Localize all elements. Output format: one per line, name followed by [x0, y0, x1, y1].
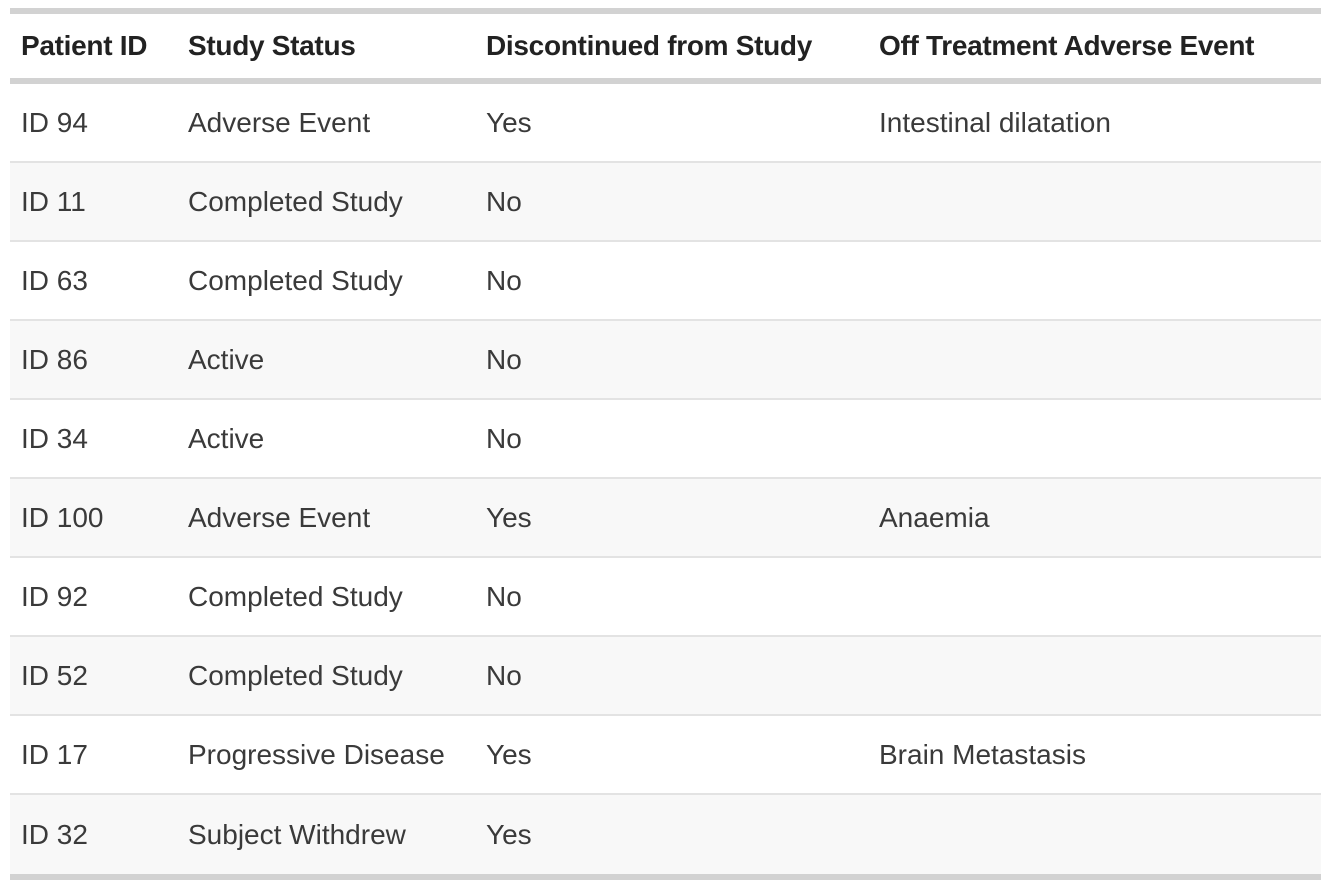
cell-discontinued-from-study: No: [486, 264, 522, 296]
column-header-patient-id[interactable]: Patient ID: [21, 30, 148, 62]
cell-off-treatment-adverse-event: Anaemia: [879, 501, 990, 533]
cell-discontinued-from-study: No: [486, 185, 522, 217]
cell-discontinued-from-study: No: [486, 580, 522, 612]
cell-patient-id: ID 11: [21, 185, 86, 217]
table-row: ID 52 Completed Study No: [10, 637, 1321, 716]
cell-discontinued-from-study: No: [486, 659, 522, 691]
cell-patient-id: ID 32: [21, 818, 88, 850]
cell-discontinued-from-study: Yes: [486, 106, 532, 138]
cell-study-status: Completed Study: [188, 580, 403, 612]
cell-off-treatment-adverse-event: Intestinal dilatation: [879, 106, 1111, 138]
cell-patient-id: ID 100: [21, 501, 104, 533]
table-row: ID 17 Progressive Disease Yes Brain Meta…: [10, 716, 1321, 795]
cell-patient-id: ID 34: [21, 422, 88, 454]
cell-patient-id: ID 94: [21, 106, 88, 138]
cell-study-status: Completed Study: [188, 659, 403, 691]
column-header-study-status[interactable]: Study Status: [188, 30, 356, 62]
cell-discontinued-from-study: Yes: [486, 501, 532, 533]
cell-study-status: Subject Withdrew: [188, 818, 406, 850]
table-row: ID 63 Completed Study No: [10, 242, 1321, 321]
table-body: ID 94 Adverse Event Yes Intestinal dilat…: [10, 84, 1321, 880]
cell-study-status: Adverse Event: [188, 106, 371, 138]
table-row: ID 100 Adverse Event Yes Anaemia: [10, 479, 1321, 558]
cell-discontinued-from-study: No: [486, 343, 522, 375]
table-row: ID 86 Active No: [10, 321, 1321, 400]
cell-off-treatment-adverse-event: Brain Metastasis: [879, 738, 1086, 770]
cell-study-status: Progressive Disease: [188, 738, 445, 770]
cell-discontinued-from-study: Yes: [486, 818, 532, 850]
column-header-discontinued-from-study[interactable]: Discontinued from Study: [486, 30, 812, 62]
table-row: ID 94 Adverse Event Yes Intestinal dilat…: [10, 84, 1321, 163]
cell-study-status: Completed Study: [188, 264, 403, 296]
table-row: ID 34 Active No: [10, 400, 1321, 479]
cell-discontinued-from-study: No: [486, 422, 522, 454]
cell-patient-id: ID 17: [21, 738, 88, 770]
cell-patient-id: ID 52: [21, 659, 88, 691]
table-header-row: Patient ID Study Status Discontinued fro…: [10, 8, 1321, 84]
cell-patient-id: ID 86: [21, 343, 88, 375]
cell-patient-id: ID 92: [21, 580, 88, 612]
cell-study-status: Active: [188, 422, 265, 454]
table-row: ID 11 Completed Study No: [10, 163, 1321, 242]
cell-study-status: Adverse Event: [188, 501, 371, 533]
column-header-off-treatment-adverse-event[interactable]: Off Treatment Adverse Event: [879, 30, 1255, 62]
table-row: ID 92 Completed Study No: [10, 558, 1321, 637]
patient-table: Patient ID Study Status Discontinued fro…: [10, 8, 1321, 880]
cell-patient-id: ID 63: [21, 264, 88, 296]
cell-study-status: Active: [188, 343, 265, 375]
cell-study-status: Completed Study: [188, 185, 403, 217]
cell-discontinued-from-study: Yes: [486, 738, 532, 770]
table-row: ID 32 Subject Withdrew Yes: [10, 795, 1321, 874]
